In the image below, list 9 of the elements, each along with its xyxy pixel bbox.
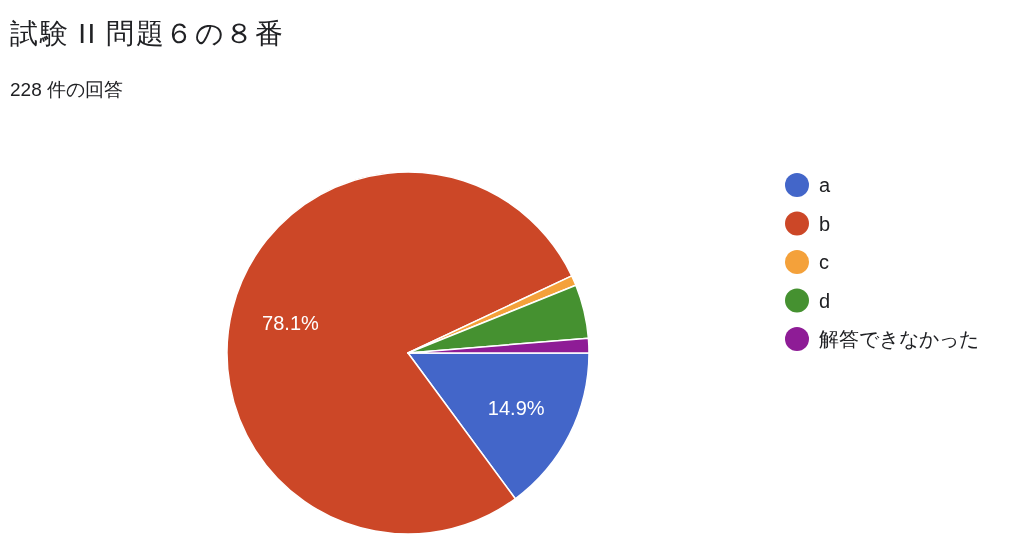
- subtitle: 228 件の回答: [10, 79, 123, 100]
- legend-label: c: [819, 251, 829, 273]
- title: 試験 II 問題６の８番: [10, 18, 285, 49]
- value-label: 14.9%: [487, 396, 545, 419]
- legend-label: 解答できなかった: [819, 328, 979, 350]
- legend-label: a: [819, 174, 831, 196]
- legend-label: d: [819, 289, 831, 312]
- value-label: 78.1%: [262, 312, 319, 335]
- legend-label: b: [819, 212, 831, 235]
